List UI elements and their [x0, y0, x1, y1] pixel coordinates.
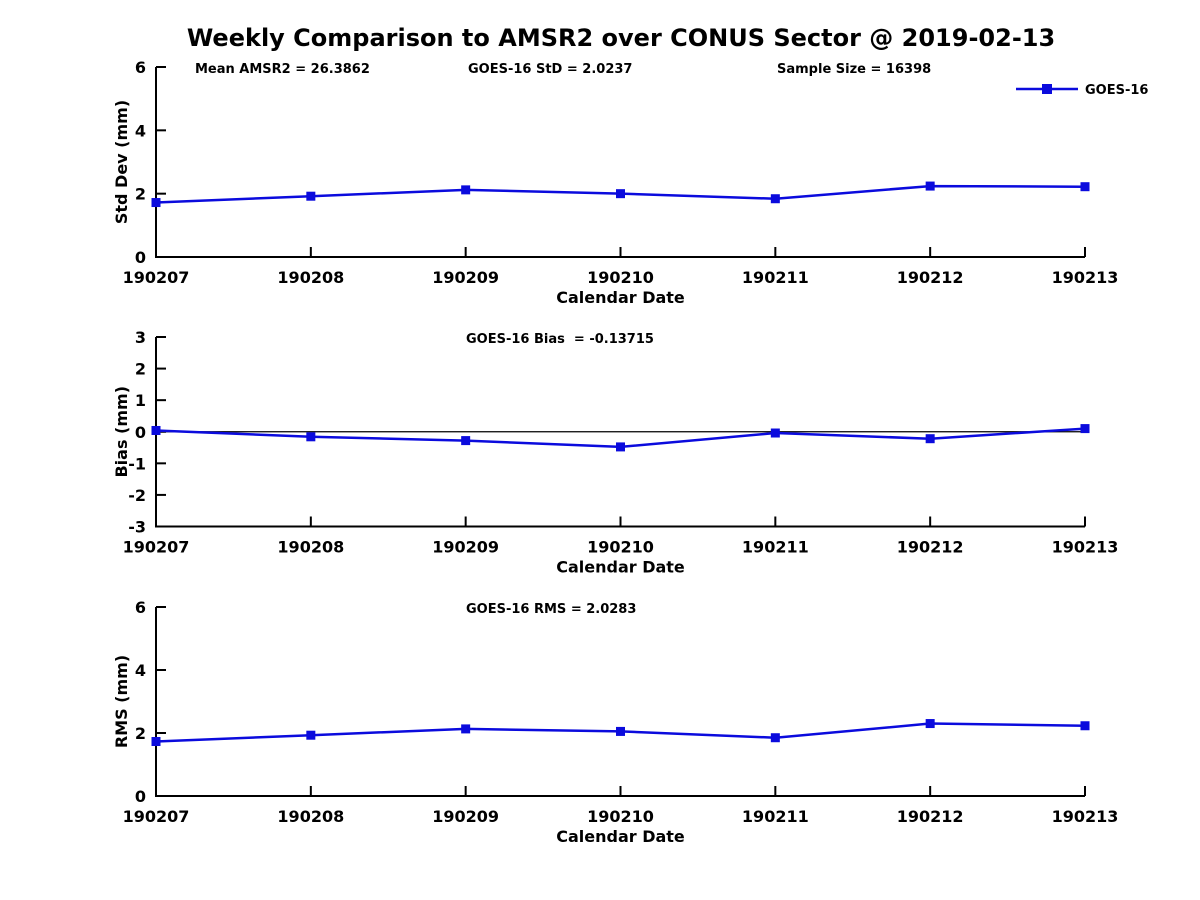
- subplot-3-x-tick-label: 190211: [742, 807, 809, 826]
- subplot-3-y-tick-label: 2: [135, 724, 146, 743]
- subplot-3-y-tick-label: 4: [135, 661, 146, 680]
- subplot-1-x-tick-label: 190209: [432, 268, 499, 287]
- legend-label: GOES-16: [1085, 83, 1148, 98]
- subplot-2-y-tick-label: 3: [135, 328, 146, 347]
- subplot-3-data-marker: [616, 726, 625, 736]
- subplot-2-x-tick-label: 190211: [742, 538, 809, 557]
- subplot-1-x-tick-label: 190210: [587, 268, 654, 287]
- subplot-3-ylabel: RMS (mm): [112, 655, 131, 748]
- subplot-2-data-marker: [925, 434, 935, 444]
- subplot-3-data-marker: [770, 733, 780, 743]
- subplot-1-y-tick-label: 6: [135, 58, 146, 77]
- subplot-1-annotation: GOES-16 StD = 2.0237: [468, 62, 632, 77]
- subplot-2-y-tick-label: 1: [135, 391, 146, 410]
- subplot-2-data-marker: [616, 442, 625, 452]
- legend-marker: [1042, 84, 1052, 94]
- subplot-2-y-tick-label: 0: [135, 423, 146, 442]
- subplot-1-y-tick-label: 0: [135, 248, 146, 267]
- subplot-3-data-marker: [461, 724, 471, 734]
- subplot-1-ylabel: Std Dev (mm): [112, 100, 131, 224]
- subplot-3-xlabel: Calendar Date: [556, 827, 685, 846]
- subplot-1-data-marker: [461, 185, 471, 195]
- subplot-2-data-marker: [461, 436, 471, 446]
- subplot-1-data-marker: [770, 194, 780, 204]
- subplot-1-data-marker: [306, 191, 316, 201]
- subplot-2-x-tick-label: 190213: [1052, 538, 1119, 557]
- subplot-2-data-marker: [151, 425, 161, 435]
- subplot-1-x-tick-label: 190213: [1052, 268, 1119, 287]
- subplot-3-x-tick-label: 190207: [123, 807, 190, 826]
- subplot-3-annotation: GOES-16 RMS = 2.0283: [466, 602, 636, 617]
- subplot-1-data-marker: [151, 198, 161, 208]
- subplot-2-y-tick-label: -1: [128, 454, 146, 473]
- subplot-2-x-tick-label: 190208: [277, 538, 344, 557]
- subplot-1-y-tick-label: 2: [135, 185, 146, 204]
- subplot-3-x-tick-label: 190213: [1052, 807, 1119, 826]
- subplot-3-y-tick-label: 0: [135, 787, 146, 806]
- subplot-1-x-tick-label: 190207: [123, 268, 190, 287]
- subplot-3-y-tick-label: 6: [135, 598, 146, 617]
- subplot-3-data-marker: [1080, 721, 1090, 731]
- figure-title: Weekly Comparison to AMSR2 over CONUS Se…: [187, 24, 1055, 52]
- subplot-1-x-tick-label: 190212: [897, 268, 964, 287]
- subplot-2-data-marker: [306, 432, 316, 442]
- subplot-3-data-marker: [925, 719, 935, 729]
- subplot-2-xlabel: Calendar Date: [556, 558, 685, 577]
- subplot-1-x-tick-label: 190208: [277, 268, 344, 287]
- subplot-1-x-tick-label: 190211: [742, 268, 809, 287]
- subplot-2-ylabel: Bias (mm): [112, 386, 131, 478]
- subplot-3-x-tick-label: 190209: [432, 807, 499, 826]
- subplot-3-x-tick-label: 190212: [897, 807, 964, 826]
- subplot-1-annotation: Mean AMSR2 = 26.3862: [195, 62, 370, 77]
- subplot-3-x-tick-label: 190210: [587, 807, 654, 826]
- subplot-2-x-tick-label: 190209: [432, 538, 499, 557]
- subplot-1-y-tick-label: 4: [135, 121, 146, 140]
- subplot-2-x-tick-label: 190212: [897, 538, 964, 557]
- subplot-2-data-marker: [1080, 424, 1090, 434]
- subplot-2-annotation: GOES-16 Bias = -0.13715: [466, 332, 654, 347]
- subplot-3-data-marker: [306, 730, 316, 740]
- subplot-3-data-marker: [151, 737, 161, 747]
- subplot-2-y-tick-label: -2: [128, 486, 146, 505]
- subplot-1-data-marker: [925, 181, 935, 191]
- subplot-1-annotation: Sample Size = 16398: [777, 62, 931, 77]
- subplot-2-x-tick-label: 190210: [587, 538, 654, 557]
- subplot-1-xlabel: Calendar Date: [556, 288, 685, 307]
- subplot-2-x-tick-label: 190207: [123, 538, 190, 557]
- subplot-2-y-tick-label: 2: [135, 360, 146, 379]
- subplot-2-data-marker: [770, 428, 780, 438]
- subplot-1-data-marker: [616, 189, 625, 199]
- subplot-2-y-tick-label: -3: [128, 518, 146, 537]
- subplot-3-x-tick-label: 190208: [277, 807, 344, 826]
- subplot-1-data-marker: [1080, 182, 1090, 192]
